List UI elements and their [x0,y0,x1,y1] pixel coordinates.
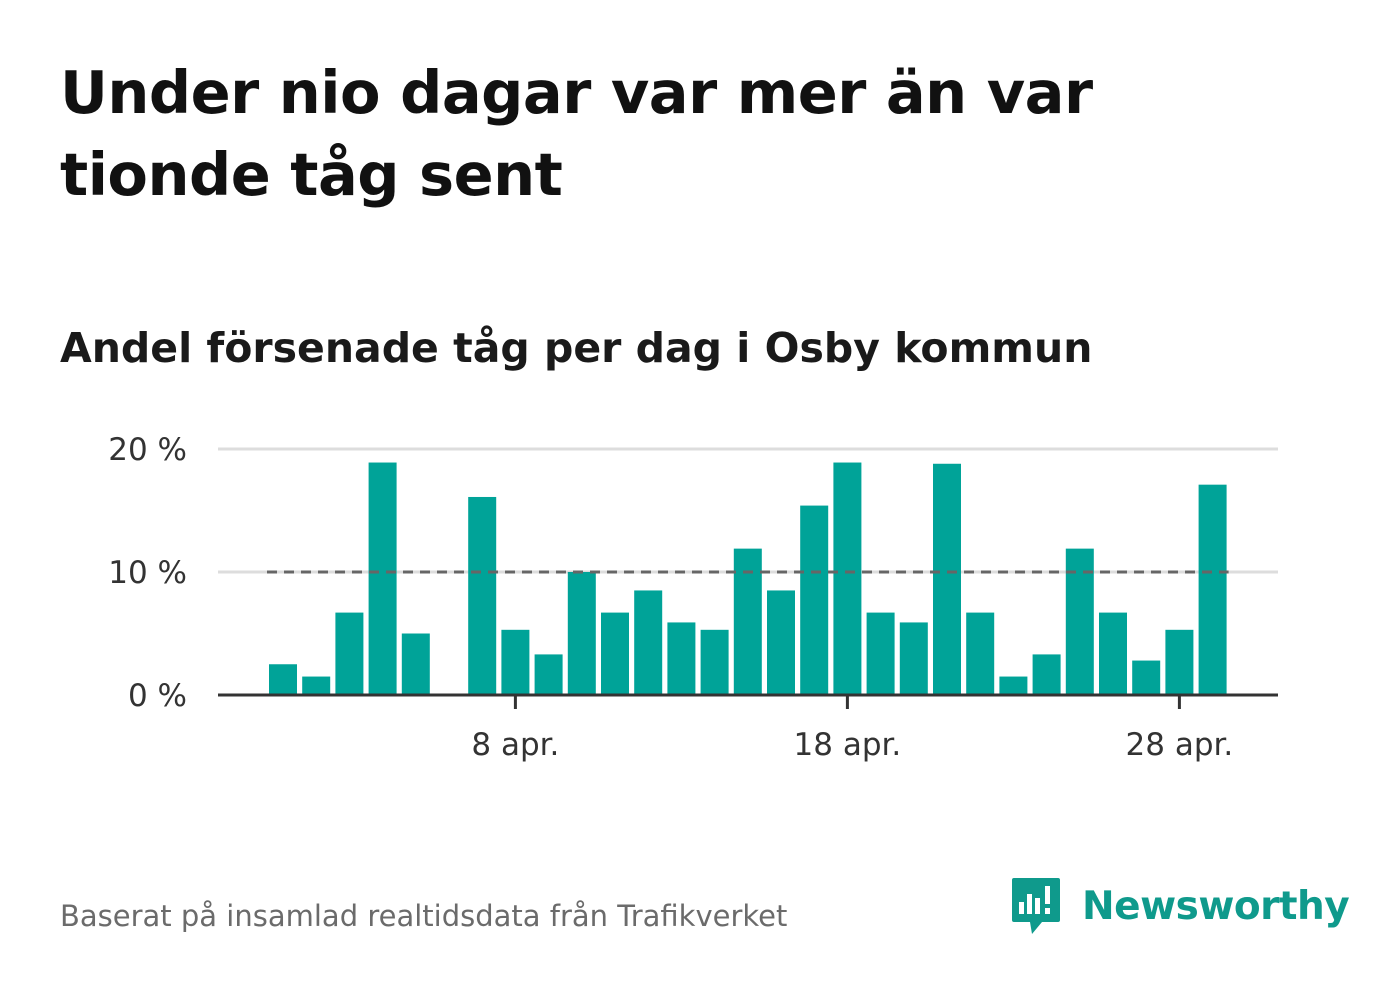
bar [833,462,862,695]
bar [501,629,530,695]
bar [401,633,430,695]
y-tick-label: 10 % [108,555,187,591]
bar [1099,612,1127,695]
bar [866,612,895,695]
y-tick-label: 0 % [128,678,187,714]
chart-subtitle: Andel försenade tåg per dag i Osby kommu… [60,324,1093,372]
bar [700,629,729,695]
bars [269,462,1227,695]
bar [1165,629,1194,695]
bar [534,654,563,695]
bar [302,676,331,695]
bar [667,622,696,695]
bar [800,505,829,695]
newsworthy-logo[interactable]: Newsworthy [1010,876,1350,936]
newsworthy-logo-icon [1012,878,1060,934]
x-axis [218,693,1278,709]
bar [999,676,1028,695]
bar [335,612,364,695]
x-tick-label: 18 apr. [794,727,902,763]
bar [1198,484,1227,695]
bar [368,462,397,695]
bar [1132,660,1161,695]
source-note: Baserat på insamlad realtidsdata från Tr… [60,899,788,933]
x-tick-label: 8 apr. [471,727,559,763]
bar [933,463,961,695]
bar [567,572,596,695]
bar [1032,654,1061,695]
y-tick-label: 20 % [108,432,187,468]
chart-title: Under nio dagar var mer än var tionde tå… [60,58,1093,209]
bar [634,590,663,695]
bar [899,622,928,695]
bar [601,612,629,695]
x-axis-labels: 8 apr. 18 apr. 28 apr. [471,727,1233,763]
x-tick-label: 28 apr. [1126,727,1234,763]
bar [269,664,297,695]
bar [767,590,795,695]
brand-name: Newsworthy [1082,883,1350,929]
y-axis-labels: 0 % 10 % 20 % [108,432,187,714]
bar [966,612,995,695]
bar [468,496,497,695]
